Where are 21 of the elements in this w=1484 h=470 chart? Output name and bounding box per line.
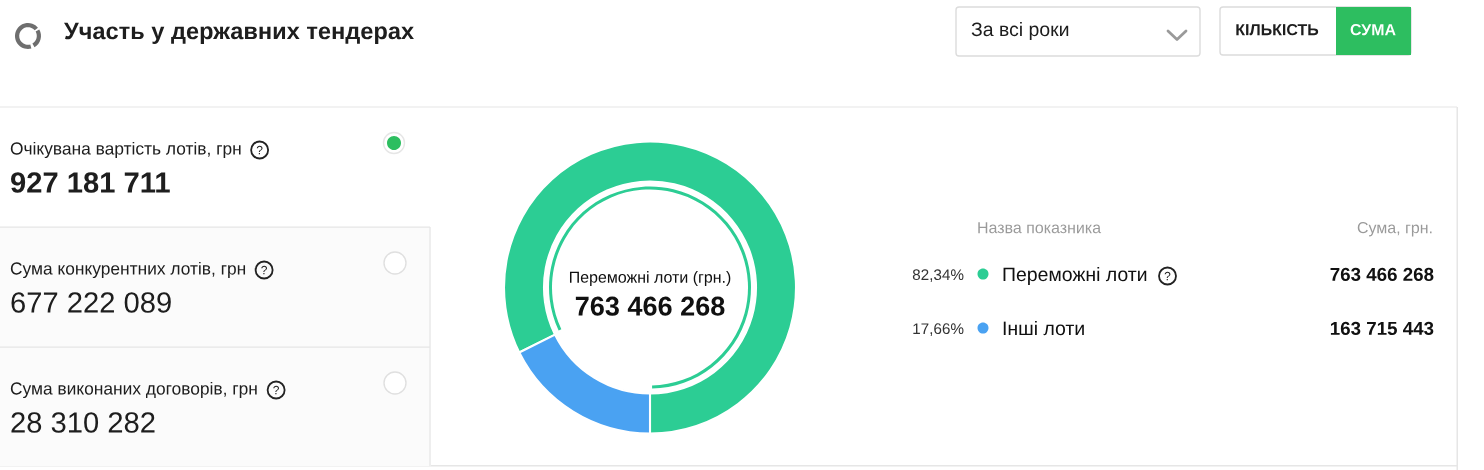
legend-title: Назва показника [978,222,1102,234]
legend-label: Інші лоти [1003,320,1084,336]
data-label: 677 222 089 [11,292,171,313]
data-label: 163 715 443 [1330,321,1434,336]
donut-slice [502,140,798,435]
text: За всі роки [971,21,1069,41]
text: 17,66% [913,323,964,336]
text: КІЛЬКІСТЬ [1236,23,1319,36]
text: Сума, грн. [1357,221,1432,237]
text: 763 466 268 [575,296,725,316]
legend-label: Переможні лоти [1003,266,1147,286]
text: 82,34% [912,269,964,282]
text: Переможні лоти (грн.) [569,271,731,286]
category-label: Сума конкурентних лотів, грн [10,261,246,279]
data-label: 927 181 711 [11,172,170,193]
category-label: Сума виконаних договорів, грн [10,381,257,399]
data-label: 763 466 268 [1330,267,1434,282]
text: СУМА [1350,23,1396,36]
category-label: Очікувана вартість лотів, грн [10,141,241,159]
text: Участь у державних тендерах [64,22,414,44]
data-label: 28 310 282 [11,412,155,433]
